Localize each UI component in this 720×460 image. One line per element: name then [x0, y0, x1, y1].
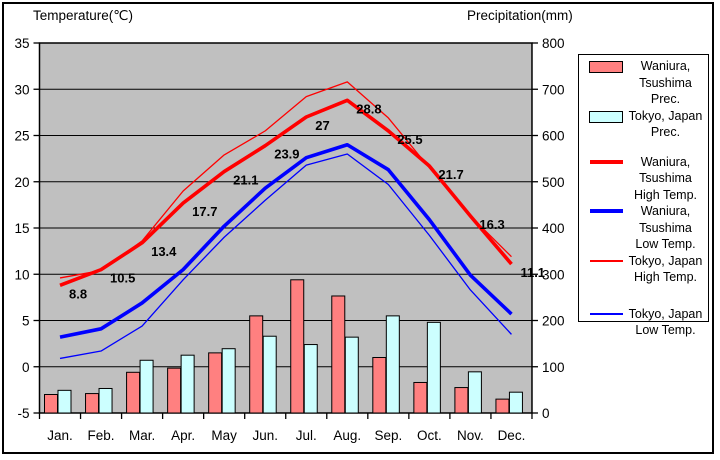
- bar: [208, 352, 223, 414]
- bar: [454, 387, 469, 414]
- month-label: Nov.: [457, 428, 484, 443]
- data-label: 11.1: [520, 265, 545, 280]
- data-label: 8.8: [69, 286, 87, 301]
- precip-tick-label: 0: [542, 406, 550, 421]
- legend-item-waniura-low: Waniura, Tsushima Low Temp.: [579, 203, 708, 253]
- legend-item-tokyo-high: Tokyo, Japan High Temp.: [579, 253, 708, 286]
- data-label: 28.8: [356, 101, 381, 116]
- month-label: Sep.: [374, 428, 402, 443]
- precip-tick-label: 100: [542, 360, 565, 375]
- bar: [167, 367, 182, 414]
- data-label: 25.5: [397, 132, 422, 147]
- temp-tick-label: 30: [14, 82, 29, 97]
- temp-tick-label: 35: [14, 36, 29, 51]
- bar: [126, 371, 141, 414]
- data-label: 21.1: [233, 173, 258, 188]
- legend-label: Waniura, Tsushima Prec.: [639, 59, 692, 106]
- temp-tick-label: 10: [14, 267, 29, 282]
- bar: [413, 381, 428, 414]
- temperature-axis-title: Temperature(℃): [33, 8, 133, 23]
- bar: [344, 336, 359, 414]
- legend-item-tokyo-prec: Tokyo, Japan Prec.: [579, 108, 708, 141]
- tokyo-prec-swatch: [589, 110, 623, 123]
- precip-tick-label: 200: [542, 314, 565, 329]
- month-label: Feb.: [88, 428, 115, 443]
- bar: [303, 344, 318, 414]
- bar-series: [44, 279, 510, 414]
- temp-line: [59, 98, 513, 288]
- bar: [98, 387, 113, 414]
- precip-tick-label: 600: [542, 129, 565, 144]
- bar: [426, 321, 441, 414]
- precipitation-axis-title: Precipitation(mm): [467, 8, 573, 23]
- legend-label: Tokyo, Japan Low Temp.: [628, 306, 703, 338]
- legend-label: Waniura, Tsushima Low Temp.: [635, 204, 696, 251]
- data-label: 27: [315, 118, 329, 133]
- month-label: Oct.: [417, 428, 442, 443]
- waniura-prec-swatch: [589, 61, 623, 73]
- bar: [372, 357, 387, 414]
- temp-line: [59, 142, 513, 339]
- bar: [331, 295, 346, 414]
- axis-ticks: [33, 42, 538, 419]
- legend-label: Waniura, Tsushima High Temp.: [634, 154, 697, 202]
- bar: [508, 391, 523, 414]
- legend-item-waniura-prec: Waniura, Tsushima Prec.: [579, 58, 708, 108]
- bar: [221, 348, 236, 414]
- bar: [44, 394, 58, 414]
- bar: [139, 359, 154, 414]
- bar: [262, 335, 277, 414]
- legend-box: Waniura, Tsushima Prec. Tokyo, Japan Pre…: [578, 54, 709, 337]
- legend-label: Tokyo, Japan Prec.: [628, 108, 703, 140]
- bar: [467, 371, 482, 414]
- gridlines: [39, 88, 532, 368]
- waniura-low-swatch: [590, 209, 623, 213]
- legend-item-tokyo-low: Tokyo, Japan Low Temp.: [579, 306, 708, 339]
- bar-series: [57, 315, 523, 414]
- tokyo-low-swatch: [590, 312, 623, 315]
- temp-line: [59, 153, 512, 360]
- precip-tick-label: 800: [542, 36, 565, 51]
- data-label: 10.5: [110, 271, 135, 286]
- bar: [249, 315, 264, 414]
- month-label: Aug.: [333, 428, 361, 443]
- temp-tick-label: 25: [14, 129, 29, 144]
- month-label: Dec.: [498, 428, 526, 443]
- data-label: 21.7: [438, 167, 463, 182]
- waniura-high-swatch: [590, 159, 623, 164]
- month-label: Jan.: [47, 428, 73, 443]
- data-label: 16.3: [479, 217, 504, 232]
- bar: [85, 393, 100, 414]
- bar: [385, 315, 400, 414]
- data-label: 13.4: [151, 244, 177, 259]
- month-label: Jul.: [296, 428, 317, 443]
- precip-tick-label: 300: [542, 267, 565, 282]
- precip-tick-label: 700: [542, 82, 565, 97]
- bar: [57, 389, 72, 414]
- precip-tick-label: 400: [542, 221, 565, 236]
- temp-tick-label: 15: [14, 221, 29, 236]
- month-label: May: [211, 428, 237, 443]
- bar: [180, 354, 195, 414]
- temp-tick-label: 5: [22, 314, 30, 329]
- bar: [495, 398, 510, 414]
- legend-item-waniura-high: Waniura, Tsushima High Temp.: [579, 154, 708, 204]
- tokyo-high-swatch: [590, 259, 623, 262]
- data-label: 17.7: [192, 204, 217, 219]
- data-label: 23.9: [274, 147, 299, 162]
- temp-tick-label: -5: [17, 406, 29, 421]
- bar: [290, 279, 305, 414]
- temp-tick-label: 20: [14, 175, 29, 190]
- month-label: Apr.: [171, 428, 195, 443]
- temp-tick-label: 0: [22, 360, 30, 375]
- month-label: Jun.: [252, 428, 278, 443]
- legend-label: Tokyo, Japan High Temp.: [628, 253, 703, 285]
- precip-tick-label: 500: [542, 175, 565, 190]
- month-label: Mar.: [129, 428, 155, 443]
